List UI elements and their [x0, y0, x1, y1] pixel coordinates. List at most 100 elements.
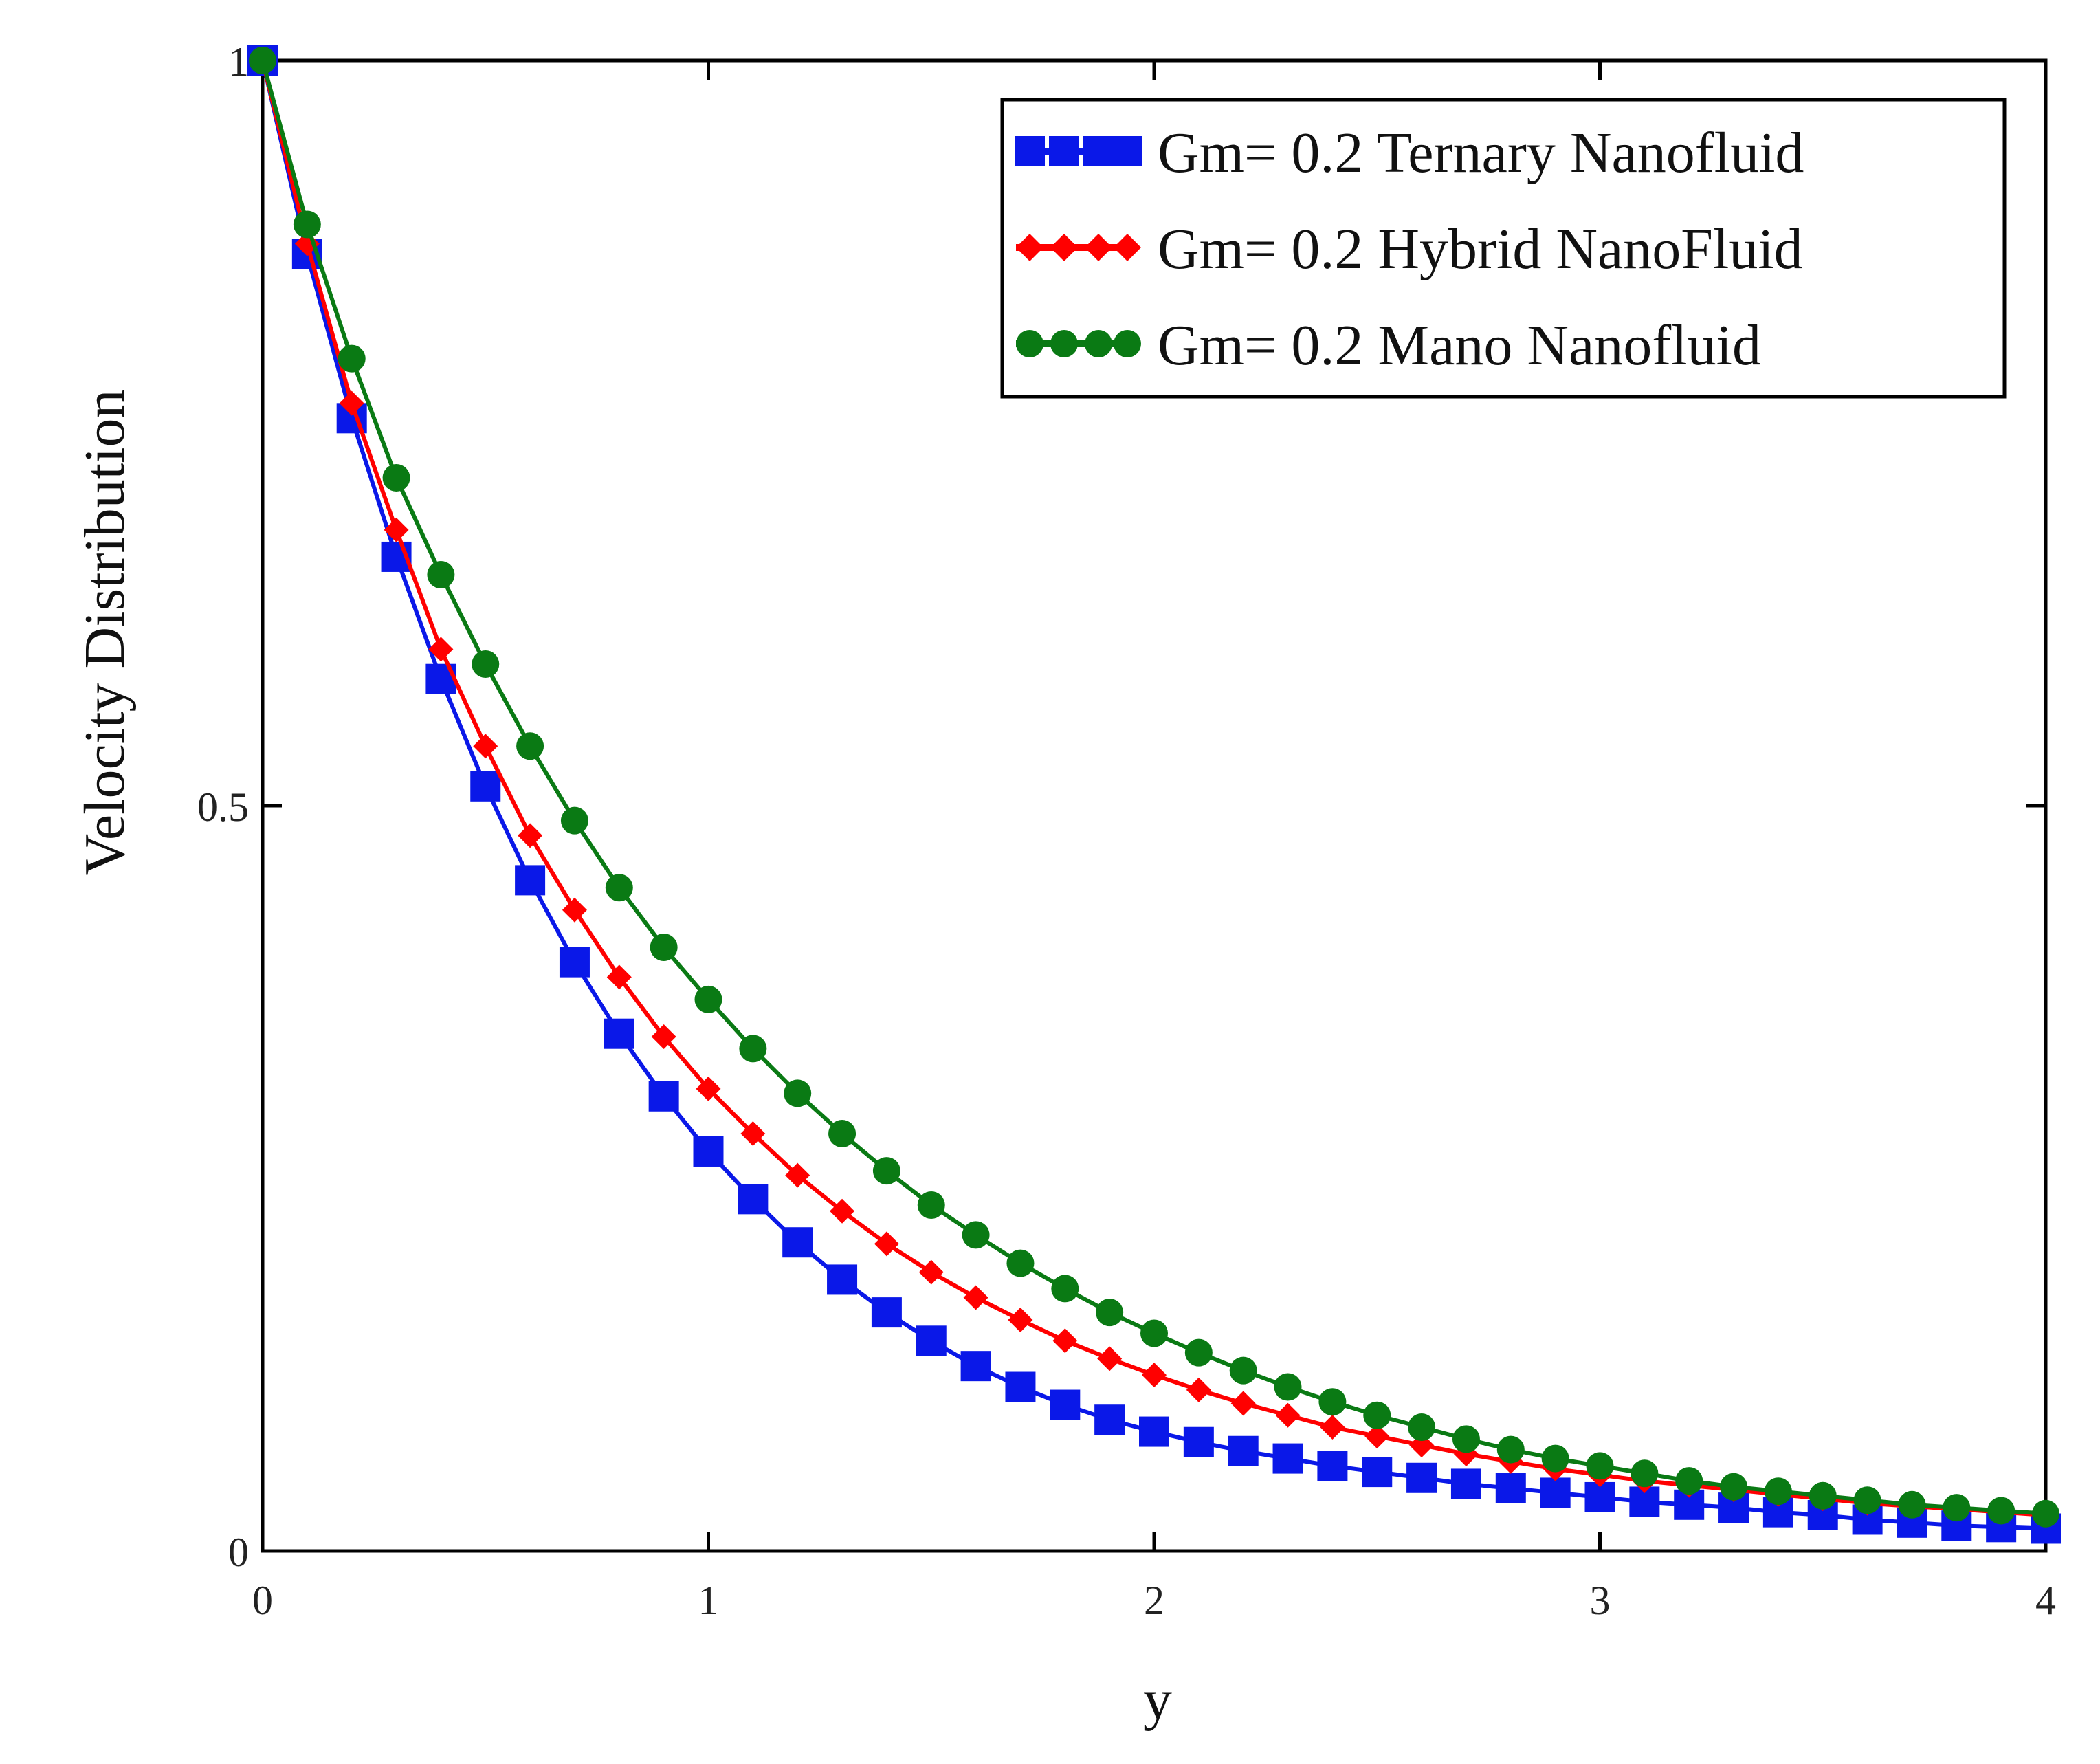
x-tick-label: 2	[1144, 1578, 1164, 1623]
legend-swatch-marker	[1050, 330, 1078, 357]
data-point	[1229, 1356, 1257, 1385]
data-point	[1898, 1490, 1926, 1519]
legend-swatch-marker	[1112, 136, 1142, 166]
y-tick-label: 0	[228, 1530, 249, 1575]
data-point	[696, 1076, 721, 1101]
data-point	[830, 1198, 855, 1224]
data-point	[1275, 1402, 1301, 1428]
legend-swatch-marker	[1085, 330, 1112, 357]
data-point	[1362, 1457, 1393, 1488]
legend-swatch-marker	[1049, 136, 1079, 166]
legend-swatch-marker	[1114, 234, 1141, 261]
data-point	[1142, 1363, 1167, 1388]
data-point	[339, 390, 364, 416]
data-point	[1586, 1452, 1614, 1480]
data-point	[1450, 1468, 1481, 1499]
data-point	[1540, 1477, 1571, 1508]
data-point	[1363, 1401, 1391, 1429]
data-point	[960, 1351, 991, 1382]
data-point	[1272, 1443, 1303, 1474]
data-point	[2032, 1499, 2059, 1528]
data-point	[518, 823, 543, 848]
data-point	[428, 637, 454, 662]
legend-swatch-marker	[1050, 234, 1078, 261]
legend-swatch-marker	[1114, 330, 1141, 357]
data-point	[382, 464, 410, 492]
data-point	[470, 771, 501, 802]
data-point	[1050, 1389, 1081, 1420]
data-point	[1764, 1477, 1792, 1506]
data-point	[1005, 1371, 1036, 1402]
data-point	[1406, 1462, 1437, 1493]
data-point	[1318, 1388, 1347, 1416]
data-point	[828, 1119, 856, 1147]
y-axis-title: Velocity Distribution	[73, 390, 137, 876]
x-tick-label: 1	[698, 1578, 719, 1623]
legend-swatch-marker	[1085, 234, 1112, 261]
data-point	[606, 964, 632, 990]
data-point	[1006, 1249, 1035, 1277]
data-point	[1097, 1346, 1123, 1371]
series-circle-group	[249, 47, 2059, 1528]
data-point	[1675, 1467, 1703, 1495]
data-point	[1495, 1473, 1526, 1503]
data-point	[1008, 1307, 1033, 1332]
data-point	[1228, 1435, 1259, 1466]
legend-box	[1000, 98, 2007, 399]
data-point	[604, 1018, 634, 1049]
data-point	[338, 344, 366, 373]
data-point	[871, 1297, 902, 1328]
data-point	[605, 874, 633, 902]
data-point	[1317, 1451, 1348, 1481]
data-point	[249, 47, 276, 74]
data-point	[1496, 1435, 1525, 1464]
legend-label: Gm= 0.2 Ternary Nanofluid	[1158, 121, 1804, 185]
data-point	[963, 1285, 988, 1310]
legend-swatch-marker	[1016, 234, 1043, 261]
data-point	[473, 734, 498, 759]
data-point	[1139, 1416, 1169, 1447]
legend: Gm= 0.2 Ternary Nanofluid Gm= 0.2 Hybrid …	[1000, 98, 2007, 399]
data-point	[917, 1191, 945, 1220]
data-point	[648, 1081, 679, 1112]
y-tick-label: 1	[228, 39, 249, 85]
data-point	[1853, 1486, 1881, 1514]
data-point	[1408, 1413, 1436, 1442]
legend-label: Gm= 0.2 Hybrid NanoFluid	[1158, 217, 1803, 281]
legend-swatch-marker	[1015, 136, 1045, 166]
axis-tick-labels: 0 1 2 3 4 0 0.5 1	[197, 39, 2056, 1623]
x-tick-label: 3	[1590, 1578, 1611, 1623]
y-tick-label: 0.5	[197, 784, 249, 830]
legend-entry: Gm= 0.2 Mano Nanofluid	[1016, 313, 1761, 377]
data-point	[562, 897, 587, 923]
x-tick-label: 4	[2035, 1578, 2056, 1623]
data-point	[1096, 1299, 1124, 1327]
data-point	[872, 1157, 900, 1185]
legend-entry: Gm= 0.2 Ternary Nanofluid	[1015, 121, 1804, 185]
data-point	[827, 1264, 858, 1295]
data-point	[472, 650, 500, 679]
data-point	[427, 560, 455, 588]
data-point	[782, 1227, 813, 1258]
data-point	[1364, 1424, 1390, 1449]
data-point	[1541, 1444, 1569, 1473]
data-point	[293, 210, 321, 239]
data-point	[1183, 1426, 1214, 1457]
data-point	[1987, 1497, 2015, 1525]
data-point	[784, 1079, 812, 1107]
data-point	[694, 985, 722, 1013]
data-point	[874, 1231, 899, 1257]
legend-entry: Gm= 0.2 Hybrid NanoFluid	[1016, 217, 1803, 281]
data-point	[1230, 1391, 1256, 1416]
legend-entries: Gm= 0.2 Ternary Nanofluid Gm= 0.2 Hybrid …	[1015, 121, 1804, 377]
x-axis-title: y	[1143, 1668, 1172, 1732]
data-point	[693, 1136, 724, 1167]
data-point	[559, 947, 590, 978]
data-point	[1140, 1319, 1168, 1347]
data-point	[1052, 1328, 1078, 1354]
data-point	[1186, 1377, 1211, 1402]
data-point	[1631, 1459, 1659, 1488]
data-point	[560, 806, 588, 835]
data-point	[384, 517, 409, 542]
